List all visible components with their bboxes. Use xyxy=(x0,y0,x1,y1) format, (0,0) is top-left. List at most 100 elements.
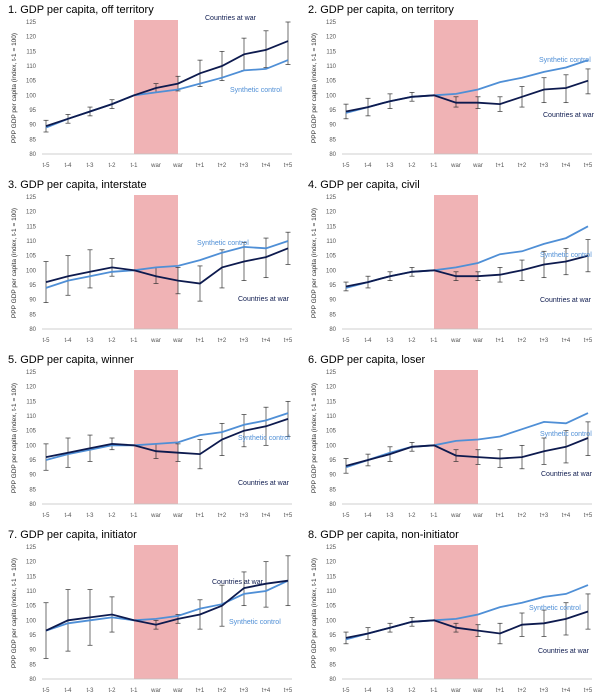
x-tick-label: t+5 xyxy=(284,163,293,169)
y-tick-label: 90 xyxy=(29,473,36,479)
y-tick-label: 80 xyxy=(329,327,336,333)
y-tick-label: 125 xyxy=(26,545,37,551)
y-tick-label: 115 xyxy=(26,399,36,405)
x-tick-label: t+4 xyxy=(562,688,571,694)
x-tick-label: t+3 xyxy=(240,688,249,694)
chart-panel-2: 2. GDP per capita, on territory PPP GDP p… xyxy=(300,0,600,175)
y-tick-label: 100 xyxy=(326,268,337,274)
x-tick-label: t+2 xyxy=(218,513,227,519)
y-tick-label: 85 xyxy=(29,312,36,318)
x-tick-label: t+2 xyxy=(518,163,527,169)
y-tick-label: 120 xyxy=(26,210,37,216)
y-tick-label: 105 xyxy=(326,254,337,260)
x-tick-label: t+4 xyxy=(562,513,571,519)
x-tick-label: t+4 xyxy=(262,688,271,694)
series-label-synthetic: Synthetic control xyxy=(540,431,592,438)
y-tick-label: 110 xyxy=(26,64,36,70)
y-tick-label: 85 xyxy=(329,312,336,318)
series-label-war: Countries at war xyxy=(540,297,592,304)
x-tick-label: war xyxy=(172,338,183,344)
x-tick-label: war xyxy=(450,688,461,694)
x-tick-label: t-2 xyxy=(108,163,116,169)
x-tick-label: t-4 xyxy=(364,688,372,694)
x-tick-label: t-4 xyxy=(64,513,72,519)
x-tick-label: t-3 xyxy=(86,513,94,519)
chart-title: 8. GDP per capita, non-initiator xyxy=(308,529,459,541)
x-tick-label: t-4 xyxy=(364,163,372,169)
x-tick-label: t-3 xyxy=(386,338,394,344)
y-tick-label: 100 xyxy=(326,93,337,99)
war-period-band xyxy=(434,195,478,329)
x-tick-label: t+3 xyxy=(540,513,549,519)
y-axis-label: PPP GDP per capita (index, t-1 = 100) xyxy=(311,558,318,668)
y-tick-label: 100 xyxy=(26,618,37,624)
y-tick-label: 110 xyxy=(26,239,36,245)
series-label-synthetic: Synthetic control xyxy=(229,619,281,626)
x-tick-label: t+4 xyxy=(562,338,571,344)
y-tick-label: 100 xyxy=(26,443,37,449)
war-period-band xyxy=(434,545,478,679)
series-line-war xyxy=(45,247,289,285)
series-line-synthetic xyxy=(45,240,289,289)
series-line-war xyxy=(45,579,289,632)
x-tick-label: t-2 xyxy=(408,688,416,694)
x-tick-label: t-2 xyxy=(108,688,116,694)
y-tick-label: 105 xyxy=(26,254,37,260)
y-tick-label: 105 xyxy=(326,429,337,435)
series-label-synthetic: Synthetic control xyxy=(540,252,592,259)
x-tick-label: t+3 xyxy=(540,688,549,694)
y-tick-label: 100 xyxy=(326,443,337,449)
x-tick-label: t-5 xyxy=(342,163,350,169)
y-axis-label: PPP GDP per capita (index, t-1 = 100) xyxy=(311,208,318,318)
x-tick-label: t+3 xyxy=(540,163,549,169)
y-tick-label: 105 xyxy=(26,429,37,435)
x-tick-label: t+3 xyxy=(540,338,549,344)
x-tick-label: t-5 xyxy=(42,338,50,344)
y-tick-label: 95 xyxy=(29,458,36,464)
y-tick-label: 85 xyxy=(29,137,36,143)
x-tick-label: t+5 xyxy=(584,688,593,694)
x-tick-label: t-4 xyxy=(64,163,72,169)
series-label-war: Countries at war xyxy=(538,648,590,655)
x-tick-label: t-1 xyxy=(130,513,138,519)
chart-svg: 1. GDP per capita, off territory PPP GDP … xyxy=(8,4,293,169)
x-tick-label: t-1 xyxy=(430,688,438,694)
chart-svg: 2. GDP per capita, on territory PPP GDP p… xyxy=(308,4,595,169)
x-tick-label: t-3 xyxy=(86,688,94,694)
x-tick-label: t+1 xyxy=(196,163,205,169)
y-tick-label: 80 xyxy=(329,502,336,508)
y-tick-label: 100 xyxy=(326,618,337,624)
y-tick-label: 85 xyxy=(29,487,36,493)
y-axis-label: PPP GDP per capita (index, t-1 = 100) xyxy=(11,558,18,668)
chart-svg: 7. GDP per capita, initiator PPP GDP per … xyxy=(8,529,293,694)
y-tick-label: 80 xyxy=(29,502,36,508)
chart-panel-7: 7. GDP per capita, initiator PPP GDP per … xyxy=(0,525,300,700)
series-line-synthetic xyxy=(345,412,589,469)
y-tick-label: 90 xyxy=(329,123,336,129)
x-tick-label: t+1 xyxy=(496,338,505,344)
x-tick-label: war xyxy=(472,688,483,694)
x-tick-label: war xyxy=(150,163,161,169)
y-tick-label: 100 xyxy=(26,268,37,274)
series-line-synthetic xyxy=(45,579,289,632)
chart-title: 2. GDP per capita, on territory xyxy=(308,4,454,16)
x-tick-label: t+1 xyxy=(496,163,505,169)
chart-panel-8: 8. GDP per capita, non-initiator PPP GDP … xyxy=(300,525,600,700)
series-label-synthetic: Synthetic control xyxy=(230,87,282,94)
y-tick-label: 90 xyxy=(29,298,36,304)
y-tick-label: 125 xyxy=(26,195,37,201)
y-tick-label: 120 xyxy=(326,385,337,391)
x-tick-label: t-1 xyxy=(130,688,138,694)
y-tick-label: 120 xyxy=(26,560,37,566)
x-tick-label: t+5 xyxy=(584,163,593,169)
chart-svg: 6. GDP per capita, loser PPP GDP per capi… xyxy=(308,354,593,519)
x-tick-label: t-3 xyxy=(386,163,394,169)
x-tick-label: t-4 xyxy=(364,513,372,519)
y-tick-label: 90 xyxy=(29,648,36,654)
x-tick-label: t+1 xyxy=(196,513,205,519)
chart-panel-4: 4. GDP per capita, civil PPP GDP per capi… xyxy=(300,175,600,350)
series-line-war xyxy=(345,437,589,467)
y-tick-label: 90 xyxy=(329,298,336,304)
y-axis-label: PPP GDP per capita (index, t-1 = 100) xyxy=(311,33,318,143)
series-label-war: Countries at war xyxy=(543,112,595,119)
